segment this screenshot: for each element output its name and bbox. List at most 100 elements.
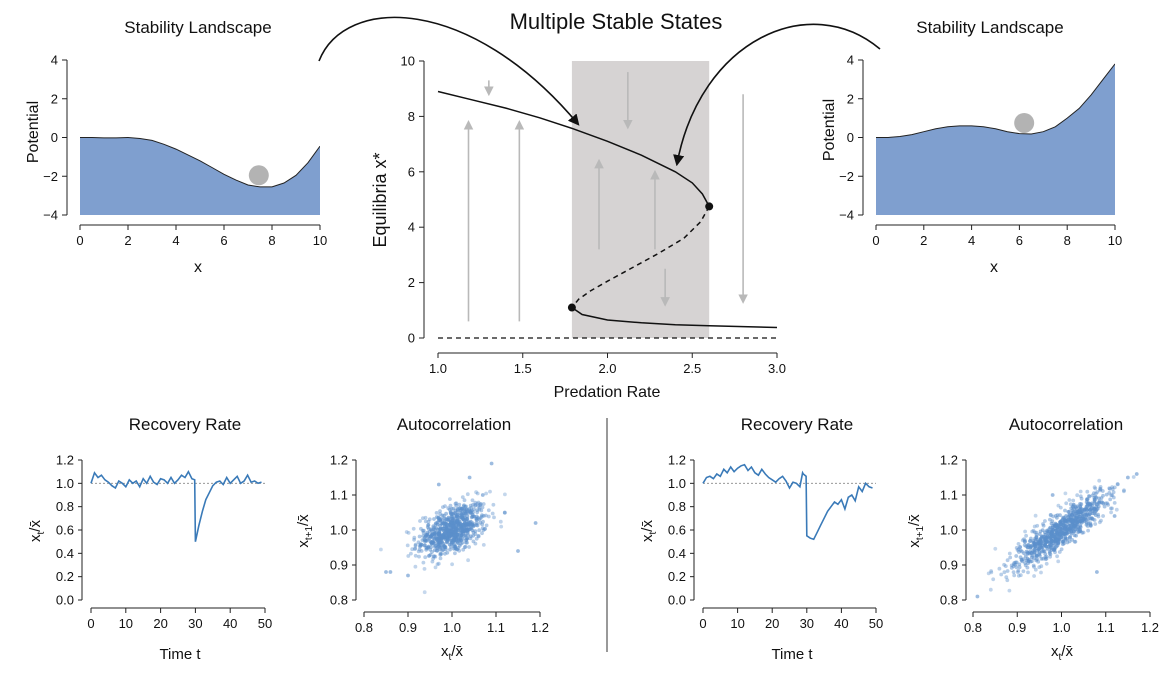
scatter-point bbox=[1057, 523, 1062, 527]
scatter-point bbox=[1110, 485, 1114, 490]
rc2-y-tick-label: 1.2 bbox=[668, 453, 686, 468]
landscape-right-xlabel: x bbox=[990, 259, 998, 276]
scatter-point bbox=[417, 554, 421, 559]
scatter-point bbox=[461, 517, 465, 521]
scatter-point bbox=[1060, 530, 1065, 535]
scatter-point bbox=[1107, 486, 1112, 491]
sc2-x-tick-label: 1.2 bbox=[1141, 620, 1159, 635]
scatter-point bbox=[484, 513, 488, 518]
ls1-x-tick-label: 4 bbox=[172, 233, 179, 248]
scatter-point bbox=[486, 508, 491, 513]
scatter-point bbox=[417, 547, 422, 552]
scatter-point bbox=[1078, 494, 1083, 499]
scatter-point bbox=[431, 536, 436, 540]
scatter-point bbox=[1098, 488, 1102, 493]
scatter-point bbox=[1093, 522, 1098, 526]
landscape-right-curve bbox=[876, 63, 1115, 138]
scatter-point bbox=[1026, 543, 1031, 547]
left-connector-arrow bbox=[318, 16, 580, 126]
scatter-point bbox=[1094, 508, 1098, 513]
scatter-point bbox=[422, 590, 427, 595]
scatter-point bbox=[1064, 501, 1069, 506]
scatter-point bbox=[1087, 494, 1092, 499]
scatter-point bbox=[471, 539, 476, 544]
scatter-point bbox=[1075, 527, 1080, 532]
scatter-point bbox=[997, 566, 1002, 571]
scatter-point bbox=[450, 562, 454, 567]
scatter-point bbox=[462, 513, 466, 518]
rc1-x-tick-label: 20 bbox=[153, 616, 167, 631]
rc1-x-tick-label: 40 bbox=[223, 616, 237, 631]
scatter-point bbox=[989, 569, 993, 573]
scatter-point bbox=[465, 536, 469, 541]
scatter-point bbox=[453, 501, 458, 506]
scatter-point bbox=[1022, 539, 1027, 544]
scatter-point bbox=[1071, 524, 1076, 529]
scatter-point bbox=[1122, 489, 1126, 494]
scatter-point bbox=[1099, 500, 1104, 504]
scatter-point bbox=[1107, 491, 1112, 495]
rc1-y-tick-label: 0.2 bbox=[56, 569, 74, 584]
scatter-point bbox=[457, 502, 462, 507]
scatter-point bbox=[1017, 565, 1022, 570]
scatter-point bbox=[449, 506, 454, 511]
sc1-x-tick-label: 1.2 bbox=[531, 620, 549, 635]
landscape-left-x-ticks: 0 2 4 6 8 10 bbox=[76, 225, 327, 248]
sc2-x-tick-label: 0.8 bbox=[964, 620, 982, 635]
scatter-point bbox=[409, 551, 413, 556]
scatter-point bbox=[432, 517, 436, 521]
scatter-point bbox=[473, 500, 478, 505]
scatter-point bbox=[1068, 534, 1072, 539]
scatter-point bbox=[1049, 535, 1054, 539]
autocorr-right-xlabel: xt/x̄ bbox=[1051, 643, 1073, 663]
scatter-point bbox=[446, 529, 450, 533]
scatter-point bbox=[1094, 495, 1099, 500]
landscape-left-area bbox=[80, 137, 320, 215]
sc1-y-tick-label: 0.8 bbox=[330, 593, 348, 608]
scatter-point bbox=[490, 511, 495, 516]
scatter-point bbox=[434, 521, 438, 526]
scatter-point bbox=[1101, 514, 1105, 518]
rc1-y-tick-label: 1.0 bbox=[56, 476, 74, 491]
right-connector-arrow bbox=[673, 23, 881, 167]
scatter-point bbox=[479, 514, 484, 519]
scatter-point bbox=[469, 506, 474, 510]
bifurcation-y-ticks: 0 2 4 6 8 10 bbox=[401, 54, 424, 346]
sc1-x-tick-label: 0.8 bbox=[355, 620, 373, 635]
scatter-point bbox=[1112, 501, 1117, 505]
scatter-point bbox=[1044, 561, 1049, 566]
scatter-point bbox=[423, 515, 428, 520]
scatter-point bbox=[1059, 519, 1064, 523]
scatter-point bbox=[1072, 539, 1077, 544]
landscape-right-ylabel: Potential bbox=[821, 99, 838, 161]
scatter-point bbox=[476, 534, 481, 538]
scatter-point bbox=[1051, 543, 1056, 548]
scatter-point bbox=[435, 538, 439, 543]
bifurcation-ylabel: Equilibria x* bbox=[370, 152, 390, 247]
scatter-point bbox=[471, 502, 475, 507]
scatter-point bbox=[1019, 557, 1024, 562]
scatter-point bbox=[1044, 544, 1049, 549]
scatter-point bbox=[1050, 493, 1055, 497]
scatter-point bbox=[1074, 506, 1079, 511]
sc2-y-tick-label: 0.9 bbox=[940, 558, 958, 573]
scatter-point bbox=[1054, 523, 1058, 528]
scatter-point bbox=[478, 502, 483, 506]
autocorr-right-title: Autocorrelation bbox=[1009, 415, 1123, 434]
bif-x-tick-label: 2.5 bbox=[683, 361, 701, 376]
scatter-point bbox=[476, 534, 481, 539]
scatter-point bbox=[1098, 520, 1102, 525]
scatter-point bbox=[481, 543, 486, 547]
scatter-point bbox=[1080, 519, 1085, 523]
scatter-point bbox=[1031, 563, 1036, 568]
scatter-point bbox=[438, 512, 443, 516]
scatter-point bbox=[462, 545, 467, 550]
scatter-point bbox=[388, 570, 393, 574]
scatter-point bbox=[1082, 508, 1087, 512]
scatter-point bbox=[1030, 529, 1035, 534]
scatter-point bbox=[428, 552, 433, 557]
recovery-right-panel: 0.0 0.2 0.4 0.6 0.8 1.0 1.2 0 10 20 30 40 50 Time t… bbox=[639, 453, 883, 664]
scatter-point bbox=[444, 511, 448, 516]
scatter-point bbox=[419, 549, 424, 553]
scatter-point bbox=[502, 510, 507, 515]
